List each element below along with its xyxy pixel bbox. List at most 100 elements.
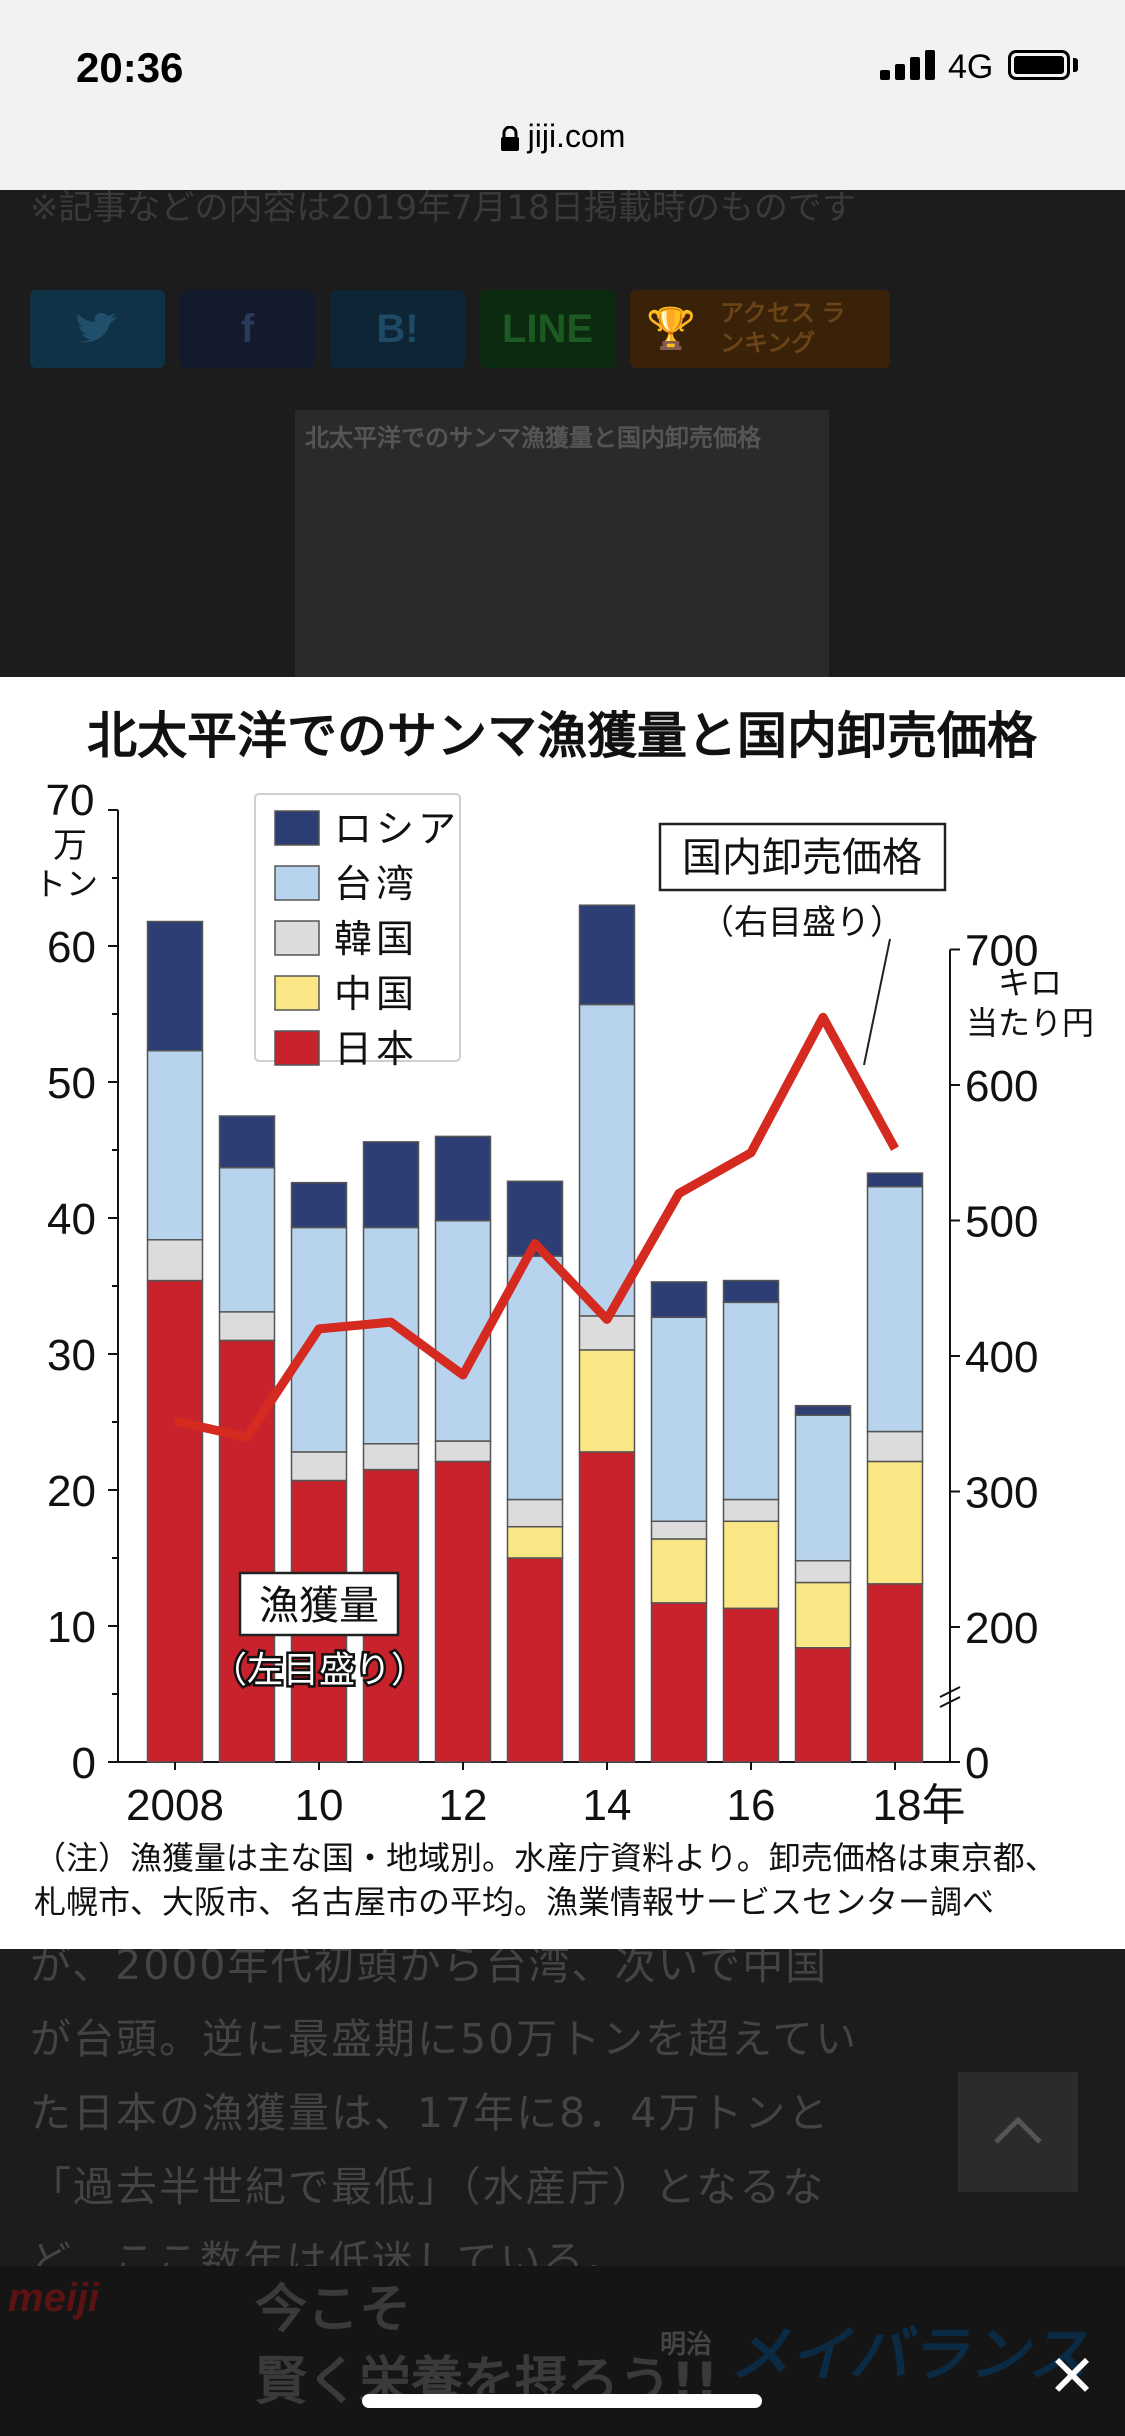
bar-segment-台湾 bbox=[434, 1219, 492, 1442]
bar-segment-台湾 bbox=[650, 1316, 708, 1523]
bar-segment-ロシア bbox=[146, 920, 204, 1052]
bar-label-box bbox=[238, 1571, 400, 1637]
bar-segment-中国 bbox=[794, 1581, 852, 1649]
thumbnail-title: 北太平洋でのサンマ漁獲量と国内卸売価格 bbox=[305, 424, 761, 452]
chart-title: 北太平洋でのサンマ漁獲量と国内卸売価格 bbox=[87, 707, 1038, 765]
line-label-leader bbox=[863, 938, 891, 1066]
chart-note-line: （注）漁獲量は主な国・地域別。水産庁資料より。卸売価格は東京都、 bbox=[34, 1839, 1057, 1877]
bar-segment-中国 bbox=[578, 1349, 636, 1453]
chevron-up-icon bbox=[994, 2116, 1042, 2144]
price-line bbox=[174, 1012, 899, 1442]
line-share-button[interactable]: LINE bbox=[480, 290, 615, 368]
facebook-share-button[interactable]: f bbox=[180, 290, 315, 368]
legend-swatch bbox=[274, 865, 320, 901]
twitter-icon bbox=[76, 312, 118, 343]
bar-segment-台湾 bbox=[866, 1185, 924, 1433]
bar-segment-中国 bbox=[506, 1525, 564, 1559]
bar-segment-韓国 bbox=[146, 1239, 204, 1282]
access-ranking-label: アクセス ランキング bbox=[720, 300, 846, 357]
right-axis-tick-label: 600 bbox=[965, 1062, 1038, 1111]
bar-segment-日本 bbox=[866, 1583, 924, 1763]
bar-segment-台湾 bbox=[722, 1301, 780, 1501]
bar-segment-台湾 bbox=[218, 1166, 276, 1313]
bar-segment-ロシア bbox=[578, 904, 636, 1006]
x-axis-tick-label: 10 bbox=[295, 1781, 344, 1830]
x-axis-tick-label: 12 bbox=[439, 1781, 488, 1830]
legend-label: 韓国 bbox=[334, 917, 418, 961]
bar-sublabel: （左目盛り） bbox=[211, 1650, 427, 1691]
bar-segment-台湾 bbox=[146, 1049, 204, 1241]
battery-tip bbox=[1073, 58, 1078, 72]
bar-segment-日本 bbox=[578, 1451, 636, 1763]
battery-icon bbox=[1008, 50, 1070, 80]
legend-swatch bbox=[274, 810, 320, 846]
ad-brand-small: 明治 bbox=[660, 2330, 713, 2360]
trophy-icon: 🏆 bbox=[646, 307, 696, 351]
scroll-to-top-button[interactable] bbox=[958, 2072, 1078, 2192]
bar-segment-台湾 bbox=[578, 1003, 636, 1317]
bar-segment-ロシア bbox=[434, 1135, 492, 1222]
bar-segment-日本 bbox=[794, 1647, 852, 1763]
bar-segment-台湾 bbox=[794, 1414, 852, 1562]
home-indicator bbox=[362, 2394, 762, 2408]
bar-segment-ロシア bbox=[722, 1279, 780, 1304]
bar-segment-日本 bbox=[506, 1557, 564, 1763]
twitter-share-button[interactable] bbox=[30, 290, 165, 368]
x-axis-tick-label: 14 bbox=[583, 1781, 632, 1830]
bar-segment-ロシア bbox=[290, 1181, 348, 1229]
bar-segment-台湾 bbox=[506, 1255, 564, 1501]
bar-segment-中国 bbox=[722, 1520, 780, 1610]
hatena-share-button[interactable]: B! bbox=[330, 290, 465, 368]
bar-segment-韓国 bbox=[866, 1430, 924, 1463]
close-icon[interactable]: ✕ bbox=[1047, 2342, 1097, 2410]
lock-icon bbox=[500, 125, 519, 151]
axis-break-mark bbox=[939, 1686, 961, 1708]
legend-swatch bbox=[274, 975, 320, 1011]
url-text: jiji.com bbox=[527, 118, 626, 154]
browser-chrome: 20:36 4G jiji.com bbox=[0, 0, 1125, 190]
bar-segment-韓国 bbox=[722, 1498, 780, 1523]
legend-label: ロシア bbox=[334, 807, 460, 851]
left-axis-unit: 70 bbox=[46, 776, 95, 825]
bar-segment-韓国 bbox=[218, 1311, 276, 1342]
bar-label: 漁獲量 bbox=[259, 1583, 379, 1629]
right-axis-unit: 当たり円 bbox=[966, 1004, 1094, 1042]
cellular-signal-icon bbox=[880, 50, 935, 80]
bar-segment-中国 bbox=[866, 1460, 924, 1585]
access-ranking-button[interactable]: 🏆 アクセス ランキング bbox=[630, 290, 890, 368]
legend-swatch bbox=[274, 920, 320, 956]
legend-label: 台湾 bbox=[334, 862, 418, 906]
bar-segment-日本 bbox=[650, 1602, 708, 1763]
left-axis-tick-label: 40 bbox=[47, 1195, 96, 1244]
bar-segment-韓国 bbox=[434, 1440, 492, 1463]
url-bar[interactable]: jiji.com bbox=[0, 118, 1125, 155]
bar-segment-日本 bbox=[146, 1279, 204, 1763]
x-axis-tick-label: 18年 bbox=[873, 1781, 966, 1830]
left-axis-tick-label: 0 bbox=[72, 1739, 96, 1788]
article-line: が、2000年代初頭から台湾、次いで中国 bbox=[30, 1941, 829, 1989]
bar-segment-韓国 bbox=[506, 1498, 564, 1528]
bar-segment-韓国 bbox=[794, 1559, 852, 1584]
legend-label: 日本 bbox=[334, 1027, 418, 1071]
article-line: が台頭。逆に最盛期に50万トンを超えてい bbox=[30, 2015, 859, 2063]
article-line: た日本の漁獲量は、17年に8．4万トンと bbox=[30, 2089, 831, 2137]
line-sublabel: （右目盛り） bbox=[700, 903, 904, 943]
x-axis-tick-label: 16 bbox=[727, 1781, 776, 1830]
line-label: 国内卸売価格 bbox=[682, 835, 922, 881]
left-axis-unit: 万 bbox=[53, 826, 87, 866]
bar-segment-ロシア bbox=[866, 1172, 924, 1188]
right-axis-unit: キロ bbox=[998, 964, 1062, 1002]
bar-segment-日本 bbox=[218, 1339, 276, 1763]
bar-segment-韓国 bbox=[290, 1451, 348, 1482]
legend-swatch bbox=[274, 1030, 320, 1066]
left-axis-tick-label: 50 bbox=[47, 1059, 96, 1108]
chart-svg: 北太平洋でのサンマ漁獲量と国内卸売価格 010203040506070万トン02… bbox=[34, 707, 1094, 1921]
left-axis-tick-label: 30 bbox=[47, 1331, 96, 1380]
ad-banner[interactable]: meiji 今こそ 賢く栄養を摂ろう!! 明治 メイバランス bbox=[0, 2266, 1125, 2436]
bar-segment-中国 bbox=[650, 1538, 708, 1604]
right-axis-tick-label: 400 bbox=[965, 1333, 1038, 1382]
article-body: が、2000年代初頭から台湾、次いで中国 が台頭。逆に最盛期に50万トンを超えて… bbox=[30, 1928, 1080, 2298]
article-line: 「過去半世紀で最低」（水産庁）となるな bbox=[30, 2163, 826, 2211]
ad-logo: meiji bbox=[8, 2276, 100, 2320]
left-axis-tick-label: 10 bbox=[47, 1603, 96, 1652]
